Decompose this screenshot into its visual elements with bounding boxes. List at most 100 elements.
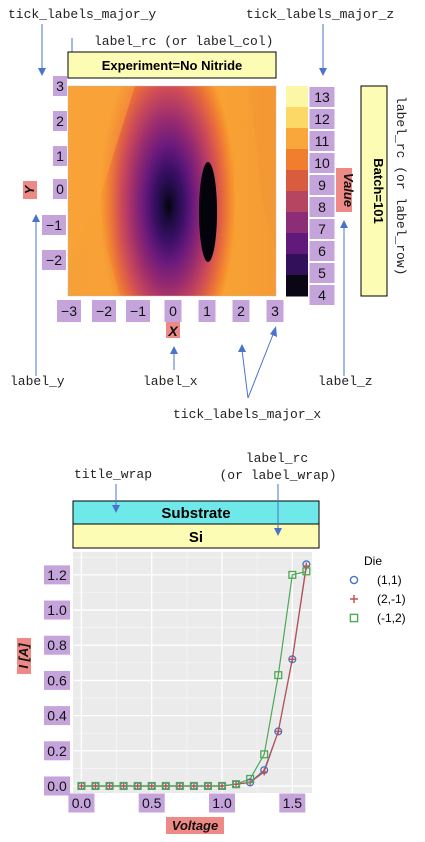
- annotation-tick-labels-major-z: tick_labels_major_z: [246, 7, 394, 22]
- z-axis-label: Value: [341, 173, 356, 207]
- svg-text:12: 12: [314, 111, 330, 127]
- data-point: [134, 782, 142, 790]
- annotation-label-rc-wrap-2: (or label_wrap): [219, 468, 336, 483]
- z-tick-label: 7: [309, 219, 335, 239]
- svg-text:0.0: 0.0: [47, 778, 67, 794]
- arrow-tick-labels-z: [319, 24, 327, 76]
- annotation-label-rc-row: label_rc (or label_row): [393, 96, 408, 275]
- data-point: [133, 781, 142, 791]
- row-strip-box: [360, 85, 388, 297]
- svg-text:6: 6: [318, 243, 326, 259]
- svg-text:−3: −3: [61, 303, 77, 319]
- z-tick-label: 12: [309, 109, 335, 129]
- svg-text:11: 11: [315, 133, 330, 149]
- legend-title: Die: [364, 554, 382, 568]
- row-strip-label: Batch=101: [371, 158, 386, 223]
- svg-text:7: 7: [318, 221, 326, 237]
- legend-item: (2,-1): [350, 592, 406, 606]
- y-axis-label-box: [23, 181, 37, 199]
- data-point: [105, 781, 114, 791]
- svg-text:5: 5: [318, 265, 326, 281]
- z-tick-label: 6: [309, 241, 335, 261]
- svg-text:0.2: 0.2: [47, 743, 67, 759]
- data-point: [120, 782, 128, 790]
- y-tick-label: 1: [53, 146, 67, 166]
- line-y-tick-label: 0.0: [44, 776, 70, 796]
- y-tick-label: −1: [42, 215, 66, 235]
- line-x-tick-label: 0.5: [138, 793, 165, 813]
- svg-text:0.0: 0.0: [72, 795, 92, 811]
- data-point: [91, 781, 100, 791]
- annotation-title-wrap: title_wrap: [74, 467, 152, 482]
- data-point: [91, 782, 100, 790]
- annotation-tick-labels-major-x: tick_labels_major_x: [173, 407, 321, 422]
- svg-text:3: 3: [56, 78, 64, 94]
- annotation-label-x: label_x: [143, 374, 198, 389]
- svg-text:1.0: 1.0: [212, 795, 232, 811]
- data-point: [288, 570, 297, 579]
- x-tick-label: 1: [198, 300, 216, 322]
- x-tick-label: −3: [57, 300, 81, 322]
- svg-text:1.2: 1.2: [47, 567, 67, 583]
- line-y-tick-label: 0.2: [44, 741, 70, 761]
- arrow-title-wrap: [112, 484, 120, 513]
- data-point: [288, 655, 296, 663]
- svg-text:1: 1: [203, 303, 211, 319]
- svg-text:4: 4: [318, 287, 326, 303]
- data-point: [105, 782, 114, 790]
- colorbar-band: [286, 275, 308, 297]
- colorbar-band: [286, 191, 308, 213]
- svg-text:9: 9: [318, 177, 326, 193]
- colorbar-band: [286, 170, 308, 192]
- arrow-tick-labels-y: [38, 24, 46, 76]
- svg-text:2: 2: [237, 303, 245, 319]
- svg-text:−1: −1: [130, 303, 146, 319]
- line-x-tick-label: 1.0: [209, 793, 236, 813]
- line-y-tick-label: 0.4: [44, 706, 70, 726]
- data-point: [176, 782, 184, 790]
- annotation-label-z: label_z: [318, 374, 373, 389]
- svg-text:0.4: 0.4: [47, 708, 67, 724]
- y-axis-label: Y: [22, 184, 37, 194]
- z-tick-label: 8: [309, 197, 335, 217]
- title-wrap: Substrate: [161, 505, 230, 522]
- arrow-label-y: [32, 214, 40, 376]
- legend-label: (-1,2): [377, 611, 406, 625]
- svg-text:0: 0: [169, 303, 177, 319]
- arrow-tick-labels-x: [238, 326, 277, 399]
- data-point: [175, 781, 184, 791]
- col-strip-box: [67, 51, 277, 79]
- line-y-tick-label: 1.0: [44, 600, 70, 620]
- z-tick-label: 9: [309, 175, 335, 195]
- annotation-label-rc-col: label_rc (or label_col): [94, 34, 273, 49]
- data-point: [232, 780, 240, 788]
- svg-text:1.0: 1.0: [47, 602, 67, 618]
- arrow-label-z: [340, 220, 348, 376]
- wrap-strip-label: Si: [189, 529, 203, 546]
- data-point: [232, 780, 241, 789]
- x-tick-label: −2: [92, 300, 116, 322]
- line-x-tick-label: 1.5: [279, 793, 306, 813]
- data-point: [203, 781, 213, 791]
- data-point: [148, 782, 156, 790]
- line-y-tick-label: 0.8: [44, 635, 70, 655]
- data-point: [119, 781, 128, 791]
- x-tick-label: 0: [164, 300, 182, 322]
- line-panel-grid: [73, 552, 312, 793]
- line-x-tick-label: 0.0: [68, 793, 95, 813]
- data-point: [162, 782, 170, 790]
- data-point: [147, 781, 156, 791]
- data-point: [204, 782, 212, 790]
- line-y-axis-label: I [A]: [16, 643, 31, 669]
- line-x-tick-labels: 0.0 0.5 1.0 1.5: [68, 793, 306, 813]
- data-point: [189, 781, 198, 791]
- arrow-label-x: [170, 346, 178, 370]
- colorbar-band: [286, 107, 308, 129]
- svg-text:0: 0: [56, 181, 64, 197]
- colorbar-band: [286, 212, 308, 234]
- svg-text:−1: −1: [46, 217, 62, 233]
- y-tick-label: 0: [53, 179, 67, 199]
- x-tick-label: 3: [266, 300, 284, 322]
- svg-text:13: 13: [314, 89, 330, 105]
- data-point: [190, 782, 198, 790]
